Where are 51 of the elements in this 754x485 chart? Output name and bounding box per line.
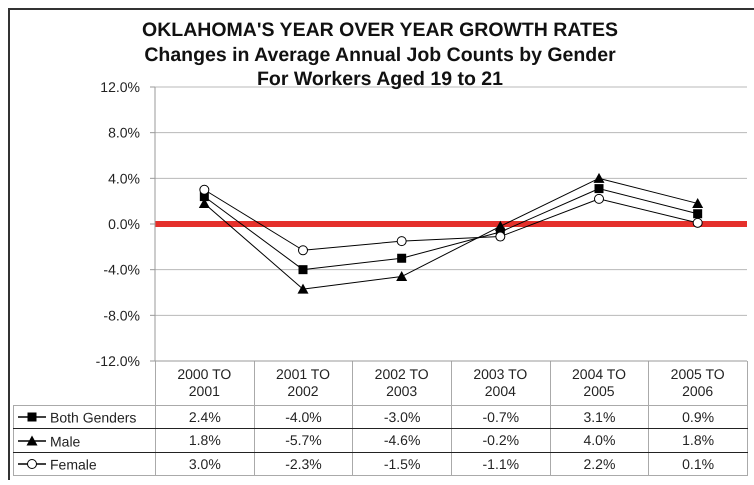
y-tick-label: 12.0% [100, 78, 140, 95]
y-tick-label: -12.0% [96, 352, 140, 369]
chart-title: OKLAHOMA'S YEAR OVER YEAR GROWTH RATES [141, 18, 619, 42]
point [298, 284, 308, 294]
y-tick-label: 0.0% [108, 216, 140, 232]
x-tick-label: 2005 TO 2006 [670, 366, 725, 399]
x-tick-label: 2000 TO 2001 [177, 366, 232, 399]
data-label: 1.8% [156, 428, 254, 452]
x-tick-label: 2003 TO 2004 [473, 366, 528, 399]
data-label: -5.7% [254, 428, 353, 452]
data-label: 2.2% [550, 452, 649, 476]
y-tick-label: 4.0% [108, 170, 140, 186]
x-tick-label: 2004 TO 2005 [572, 366, 626, 399]
point [693, 209, 702, 218]
point [495, 232, 506, 242]
y-tick-label: 8.0% [108, 124, 140, 141]
legend-label: Both Genders [50, 409, 136, 426]
y-tick-label: -4.0% [103, 262, 140, 278]
data-label: -1.1% [451, 452, 550, 476]
point [298, 265, 308, 274]
data-label: 0.9% [648, 405, 748, 428]
point [594, 184, 604, 194]
data-label: -0.2% [451, 428, 550, 452]
data-label: 2.4% [156, 405, 254, 428]
data-label: -4.6% [352, 428, 452, 452]
data-label: -2.3% [254, 452, 353, 476]
data-label: -4.0% [254, 405, 353, 428]
point [396, 271, 408, 282]
x-tick-label: 2002 TO 2003 [374, 366, 429, 399]
chart-subtitle: Changes in Average Annual Job Counts by Gender For Workers Aged 19 to 21 [144, 44, 616, 90]
data-label: 3.1% [550, 405, 649, 428]
y-tick-label: -8.0% [103, 307, 140, 324]
x-tick-label: 2001 TO 2002 [276, 366, 330, 399]
data-label: -1.5% [352, 452, 452, 476]
point [692, 218, 703, 228]
point [494, 220, 506, 231]
data-label: -3.0% [352, 405, 452, 428]
point [397, 254, 406, 263]
point [594, 172, 604, 183]
point [594, 194, 604, 204]
point [298, 245, 308, 256]
point [692, 198, 704, 208]
data-label: 1.8% [648, 428, 748, 452]
data-label: -0.7% [451, 405, 550, 428]
point [199, 184, 210, 195]
data-label: 3.0% [156, 452, 254, 476]
legend-label: Female [50, 456, 97, 472]
data-label: 0.1% [648, 452, 748, 476]
point [396, 236, 407, 246]
legend-label: Male [50, 432, 80, 449]
data-label: 4.0% [550, 428, 649, 452]
